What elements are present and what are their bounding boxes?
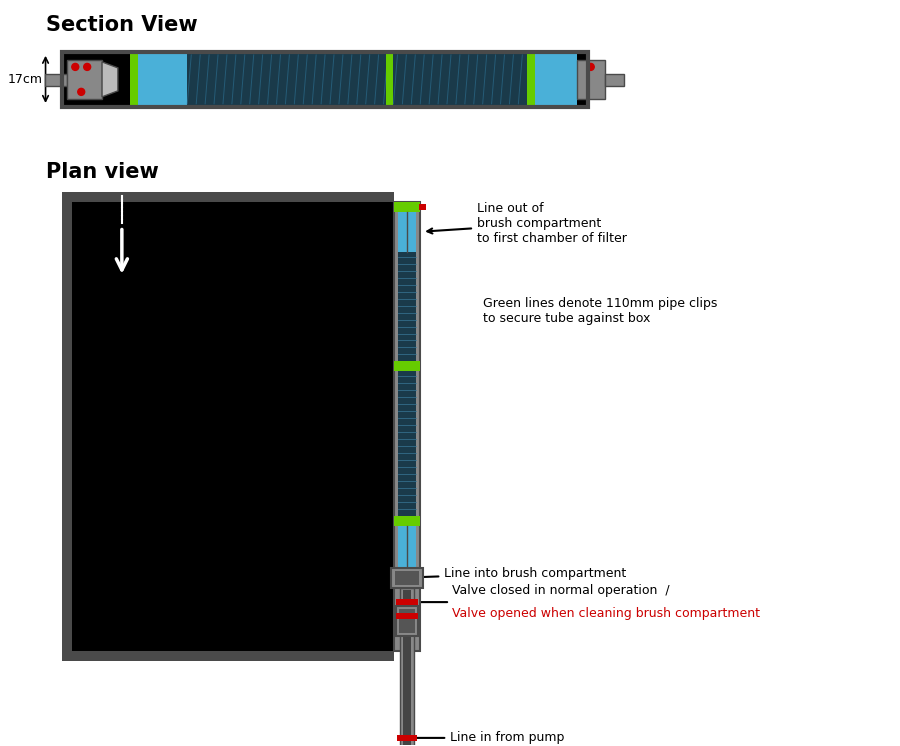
Bar (385, 53, 393, 106)
Bar (62, 52, 588, 107)
Text: Section View: Section View (46, 15, 197, 35)
Bar (400, 588, 414, 746)
Bar (45, 74, 68, 86)
Bar (403, 590, 411, 746)
Bar (605, 74, 625, 86)
Bar (419, 204, 427, 210)
Circle shape (77, 88, 85, 95)
Text: Valve closed in normal operation  /: Valve closed in normal operation / (452, 584, 670, 597)
Bar (396, 606, 418, 636)
Text: Line out of
brush compartment
to first chamber of filter: Line out of brush compartment to first c… (428, 201, 626, 245)
Bar (392, 568, 423, 588)
Bar (138, 53, 187, 106)
Bar (400, 609, 415, 633)
Bar (62, 192, 394, 661)
Bar (577, 60, 605, 99)
Bar (62, 651, 394, 661)
Bar (399, 526, 417, 568)
Text: Line in from pump: Line in from pump (400, 731, 564, 745)
Bar (130, 53, 138, 106)
Bar (527, 53, 536, 106)
Bar (399, 372, 417, 516)
Circle shape (72, 63, 78, 70)
Bar (394, 516, 420, 526)
Bar (393, 53, 527, 106)
Bar (536, 53, 577, 106)
Bar (396, 613, 418, 619)
Bar (396, 599, 418, 605)
Text: Line into brush compartment: Line into brush compartment (394, 567, 626, 580)
Bar (395, 571, 419, 585)
Bar (62, 52, 588, 107)
Bar (394, 201, 420, 651)
Bar (394, 201, 420, 212)
Polygon shape (102, 62, 118, 97)
Circle shape (84, 63, 91, 70)
Bar (398, 735, 418, 741)
Bar (62, 192, 394, 201)
Bar (399, 212, 417, 251)
Bar (68, 60, 102, 99)
Bar (62, 192, 72, 661)
Bar (187, 53, 385, 106)
Text: Plan view: Plan view (46, 162, 158, 182)
Bar (394, 362, 420, 372)
Text: 17cm: 17cm (7, 73, 42, 86)
Bar (399, 251, 417, 362)
Text: Valve opened when cleaning brush compartment: Valve opened when cleaning brush compart… (452, 607, 760, 620)
Circle shape (588, 63, 594, 70)
Text: Green lines denote 110mm pipe clips
to secure tube against box: Green lines denote 110mm pipe clips to s… (482, 297, 717, 325)
